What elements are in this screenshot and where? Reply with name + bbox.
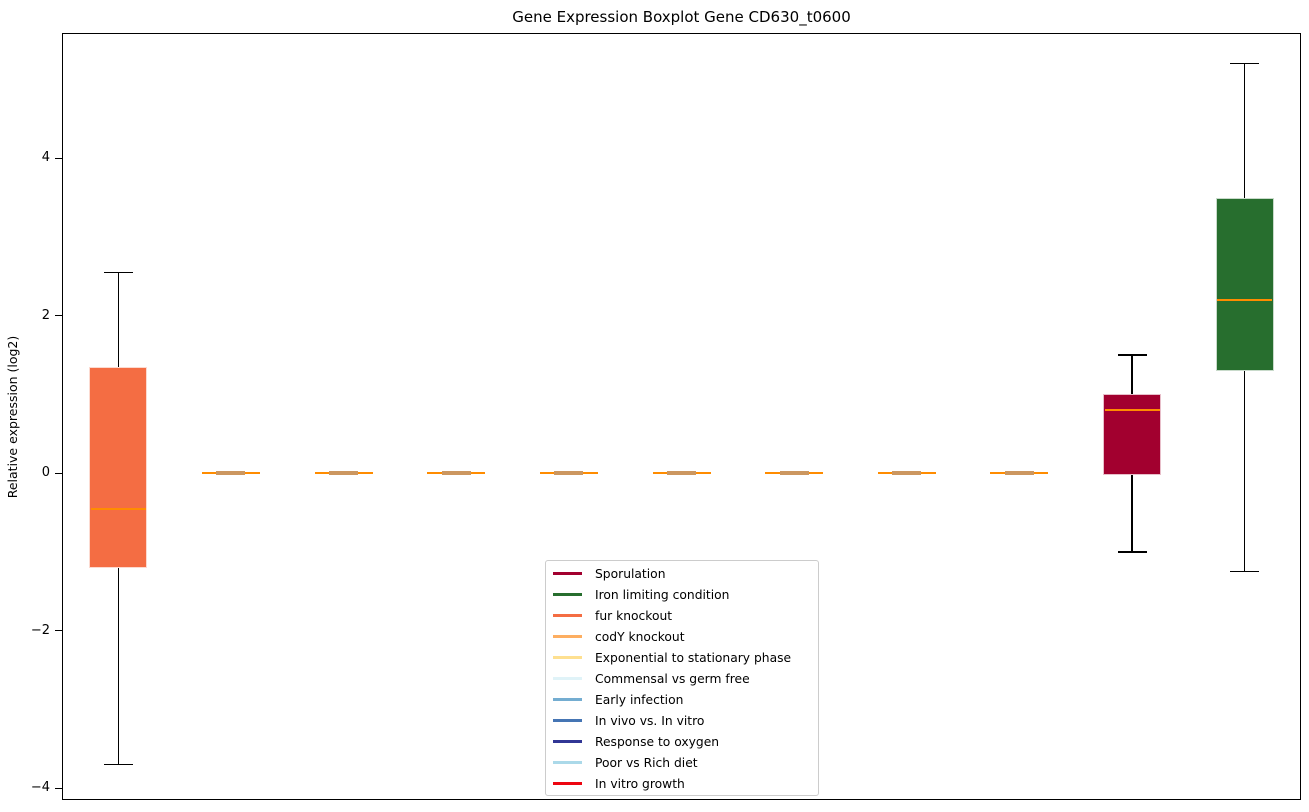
flat-box-center [779,471,809,475]
legend-item: Sporulation [550,563,810,584]
legend-item: Response to oxygen [550,731,810,752]
whisker-cap-lower [103,763,133,766]
y-tick-mark [55,472,62,474]
y-tick-mark [55,787,62,789]
legend-item: In vitro growth [550,773,810,794]
box [1215,197,1274,371]
whisker-upper [1243,63,1246,198]
legend-item-label: Commensal vs germ free [595,671,750,686]
legend-swatch [553,698,582,701]
legend-item-label: Poor vs Rich diet [595,755,698,770]
y-tick-label: 4 [41,150,50,166]
box [1103,394,1162,475]
legend-item: Commensal vs germ free [550,668,810,689]
y-tick-mark [55,630,62,632]
whisker-upper [117,272,119,367]
y-tick-label: 0 [41,465,50,481]
whisker-lower [117,567,119,765]
legend-swatch [553,656,582,659]
whisker-cap-lower [1117,551,1147,553]
legend-item-label: Response to oxygen [595,734,720,749]
whisker-lower [1243,370,1246,572]
whisker-cap-upper [103,271,133,274]
legend-item: Early infection [550,689,810,710]
legend-item-label: codY knockout [595,629,685,644]
legend-item-label: Iron limiting condition [595,587,730,602]
whisker-upper [1131,355,1133,395]
flat-box-center [329,471,359,475]
legend-item: Poor vs Rich diet [550,752,810,773]
whisker-cap-lower [1230,570,1260,573]
legend-item: Iron limiting condition [550,584,810,605]
y-tick-mark [55,315,62,317]
y-tick-mark [55,157,62,159]
legend-swatch [553,761,582,764]
legend-item: In vivo vs. In vitro [550,710,810,731]
y-tick-label: 2 [41,307,50,323]
flat-box-center [554,471,584,475]
whisker-lower [1131,474,1133,552]
flat-box-center [667,471,696,475]
legend-swatch [553,677,582,680]
legend-swatch [553,719,582,722]
legend-item: codY knockout [550,626,810,647]
whisker-cap-upper [1230,63,1260,65]
legend-swatch [553,593,582,596]
legend-swatch [553,635,582,638]
legend: Sporulation Iron limiting condition fur kn… [545,560,819,796]
flat-box-center [441,471,471,475]
legend-swatch [553,782,582,785]
legend-swatch [553,614,582,617]
legend-swatch [553,740,582,743]
legend-item: fur knockout [550,605,810,626]
flat-box-center [1004,471,1034,475]
y-tick-label: −4 [30,780,50,796]
flat-box-center [216,471,246,475]
legend-item-label: fur knockout [595,608,673,623]
legend-item-label: In vivo vs. In vitro [595,713,705,728]
median-line [1104,409,1160,412]
legend-item-label: Early infection [595,692,684,707]
legend-item-label: Sporulation [595,566,666,581]
legend-swatch [553,572,582,575]
median-line [1217,298,1273,302]
whisker-cap-upper [1117,354,1147,356]
chart-title: Gene Expression Boxplot Gene CD630_t0600 [512,8,851,26]
flat-box-center [892,471,922,475]
legend-item-label: In vitro growth [595,776,685,791]
median-line [90,507,146,510]
y-tick-label: −2 [30,622,50,638]
legend-item: Exponential to stationary phase [550,647,810,668]
box [89,366,148,568]
legend-item-label: Exponential to stationary phase [595,650,792,665]
